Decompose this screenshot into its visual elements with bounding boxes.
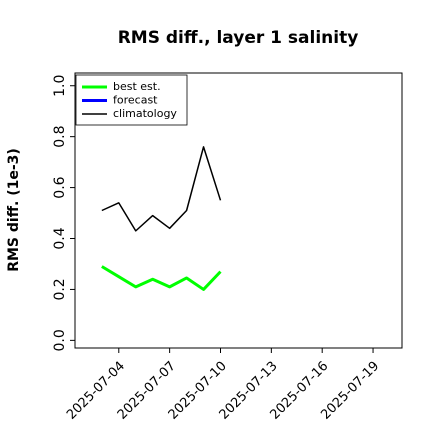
data-line	[101, 265, 222, 291]
plot-frame	[74, 72, 403, 349]
y-tick-label: 0.4	[52, 227, 68, 249]
legend-label: climatology	[113, 107, 177, 120]
y-tick-label: 0.8	[52, 126, 68, 148]
data-line	[101, 146, 222, 232]
y-tick-label: 1.0	[52, 75, 68, 97]
y-tick-label: 0.2	[52, 278, 68, 300]
y-tick-label: 0.0	[52, 329, 68, 351]
y-axis-label: RMS diff. (1e-3)	[6, 148, 22, 272]
legend-label: forecast	[113, 94, 158, 107]
chart-title: RMS diff., layer 1 salinity	[118, 28, 359, 48]
y-tick-label: 0.6	[52, 176, 68, 198]
legend-label: best est.	[113, 80, 161, 93]
